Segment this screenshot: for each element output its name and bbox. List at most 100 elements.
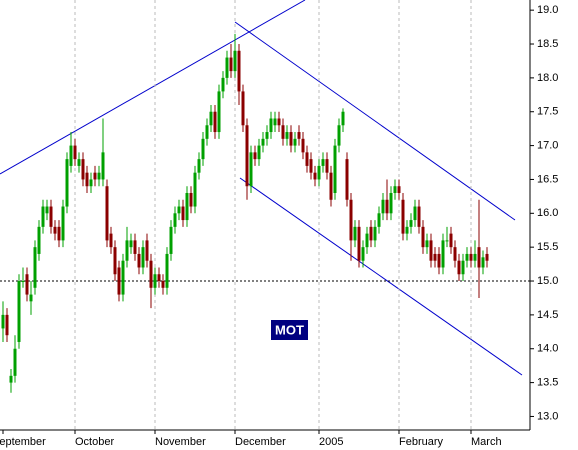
y-tick-label: 15.0 <box>537 275 558 287</box>
trendline <box>0 0 306 175</box>
candle-body <box>77 159 81 166</box>
y-tick-label: 13.5 <box>537 377 558 389</box>
candle-body <box>357 226 361 261</box>
y-tick-label: 17.5 <box>537 106 558 118</box>
candle-body <box>101 152 105 180</box>
candle-body <box>249 152 253 187</box>
candle-body <box>281 125 285 139</box>
candle-body <box>377 213 381 227</box>
candle-body <box>285 132 289 139</box>
candle-body <box>469 253 473 261</box>
y-tick-label: 18.5 <box>537 38 558 50</box>
candle-body <box>245 125 249 187</box>
candle-body <box>409 220 413 227</box>
trendline <box>239 177 523 376</box>
candle-body <box>301 138 305 153</box>
candle-body <box>381 199 385 214</box>
candle-body <box>337 125 341 146</box>
candle-body <box>165 253 169 288</box>
candle-body <box>25 274 29 295</box>
candle-body <box>449 233 453 248</box>
candle-body <box>401 199 405 234</box>
candle-body <box>341 111 345 126</box>
candle-body <box>201 138 205 160</box>
candle-body <box>405 226 409 234</box>
y-tick-label: 13.0 <box>537 410 558 422</box>
candle-body <box>273 118 277 126</box>
candle-body <box>85 172 89 187</box>
candle-body <box>145 240 149 261</box>
candle-body <box>369 226 373 241</box>
candle-body <box>193 172 197 207</box>
candle-body <box>417 206 421 227</box>
candle-body <box>373 226 377 241</box>
candle-body <box>1 314 5 329</box>
candle-body <box>269 118 273 133</box>
candle-body <box>289 132 293 146</box>
candle-body <box>149 260 153 288</box>
candle-body <box>5 314 9 336</box>
candle-body <box>257 145 261 160</box>
candle-body <box>277 118 281 126</box>
candle-body <box>89 179 93 187</box>
candle-body <box>141 247 145 268</box>
candle-body <box>229 57 233 72</box>
candle-body <box>477 247 481 268</box>
candle-body <box>433 253 437 261</box>
candle-body <box>205 125 209 139</box>
y-tick-label: 14.5 <box>537 309 558 321</box>
candle-body <box>13 348 17 376</box>
symbol-box <box>271 320 308 340</box>
y-tick-label: 19.0 <box>537 4 558 16</box>
y-tick-label: 18.0 <box>537 72 558 84</box>
candle-body <box>385 199 389 214</box>
candle-body <box>393 186 397 193</box>
candle-body <box>457 260 461 275</box>
candle-body <box>425 240 429 248</box>
candle-body <box>253 152 257 160</box>
candle-body <box>429 240 433 261</box>
x-tick-label: October <box>75 436 114 448</box>
candle-body <box>45 206 49 214</box>
candle-body <box>453 247 457 261</box>
candle-body <box>209 111 213 126</box>
candle-body <box>133 240 137 254</box>
candle-body <box>105 186 109 241</box>
candle-body <box>109 233 113 248</box>
candle-body <box>333 145 337 193</box>
candle-body <box>397 186 401 193</box>
candle-body <box>129 240 133 248</box>
candle-body <box>169 226 173 254</box>
y-tick-label: 17.0 <box>537 139 558 151</box>
candle-body <box>61 206 65 241</box>
candle-body <box>465 253 469 261</box>
x-tick-label: December <box>235 436 286 448</box>
candle-body <box>485 253 489 261</box>
candle-body <box>445 240 449 242</box>
candle-body <box>97 172 101 180</box>
candle-body <box>329 172 333 200</box>
candle-body <box>349 199 353 241</box>
trendline <box>234 21 516 221</box>
x-tick-label: November <box>155 436 206 448</box>
candle-body <box>37 226 41 254</box>
candle-body <box>461 260 465 275</box>
candle-body <box>353 226 357 241</box>
candle-body <box>441 240 445 268</box>
x-tick-label: September <box>0 436 46 448</box>
candle-body <box>213 111 217 133</box>
candle-body <box>265 132 269 139</box>
candle-body <box>321 159 325 166</box>
candle-body <box>57 226 61 241</box>
candle-body <box>197 159 201 173</box>
candle-body <box>65 159 69 207</box>
candle-body <box>217 91 221 133</box>
candle-body <box>41 206 45 227</box>
candle-body <box>21 281 25 283</box>
candle-body <box>261 138 265 146</box>
candle-body <box>69 145 73 166</box>
candle-body <box>313 172 317 180</box>
candle-body <box>177 206 181 214</box>
candle-body <box>189 192 193 207</box>
